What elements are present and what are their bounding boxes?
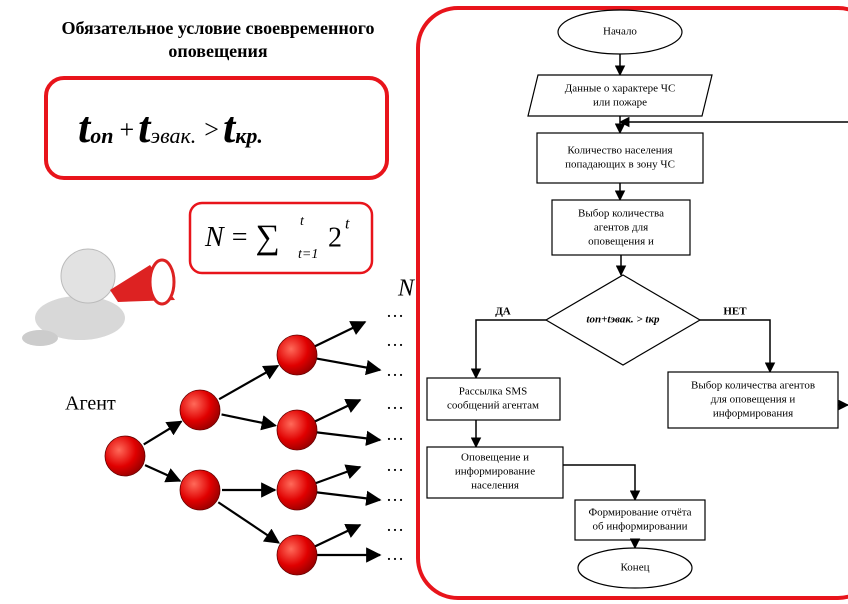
head <box>60 248 116 304</box>
process-node <box>551 199 691 256</box>
process-node <box>667 371 839 429</box>
connector <box>700 319 776 374</box>
tree-arrow <box>314 321 367 348</box>
node-text: агентов для <box>594 222 648 234</box>
node-text: Количество населения <box>567 145 672 157</box>
symbol: t <box>223 103 237 152</box>
subscript: кр. <box>235 123 263 148</box>
end-node <box>577 547 693 589</box>
title-line: оповещения <box>168 41 268 61</box>
node-text: попадающих в зону ЧС <box>565 159 675 171</box>
ellipsis: … <box>386 424 404 444</box>
tree-arrow <box>316 430 382 446</box>
tree-arrow <box>315 464 362 485</box>
subscript: оп <box>90 123 113 148</box>
process-node <box>426 446 564 499</box>
megaphone-mouth <box>148 258 176 306</box>
node-text: или пожаре <box>593 97 647 109</box>
tree-arrow <box>144 464 182 483</box>
exponent: t <box>345 216 350 233</box>
condition-formula: tоп +tэвак. >tкр. <box>78 103 263 152</box>
node-text: Данные о характере ЧС <box>565 83 676 95</box>
node-text: сообщений агентам <box>447 400 539 412</box>
tree-arrow <box>143 420 183 446</box>
decision-node <box>544 274 702 366</box>
agent-node <box>276 334 318 376</box>
operator: > <box>204 115 219 144</box>
upper-limit: t <box>300 214 305 229</box>
process-node <box>426 377 561 421</box>
agent-node <box>276 534 318 576</box>
megaphone-person <box>22 248 176 346</box>
symbol: t <box>138 103 152 152</box>
node-text: Оповещение и <box>461 452 529 464</box>
node-text: для оповещения и <box>711 394 796 406</box>
node-text: Рассылка SMS <box>459 386 527 398</box>
tree-label: N <box>397 276 416 302</box>
flowchart: Начало Данные о характере ЧС или пожаре Кол… <box>426 9 848 589</box>
tree-arrow <box>314 524 362 548</box>
sum-formula: N = ∑ <box>204 219 280 256</box>
agent-node <box>179 469 221 511</box>
node-text: Выбор количества <box>578 208 664 220</box>
title-line: Обязательное условие своевременного <box>61 18 374 38</box>
base: 2 <box>328 222 342 253</box>
branch-label: ДА <box>495 306 511 318</box>
symbol: N <box>204 222 225 253</box>
ellipsis: … <box>386 455 404 475</box>
operator: ∑ <box>255 219 279 256</box>
connector <box>470 319 546 380</box>
node-text: Формирование отчёта <box>588 507 691 519</box>
tree-arrow <box>316 490 382 506</box>
process-node <box>536 132 704 184</box>
process-node <box>574 499 706 541</box>
decision-text: tоп+tэвак. > tкр <box>586 314 660 326</box>
node-text: Выбор количества агентов <box>691 380 815 392</box>
branch-label: НЕТ <box>723 306 747 318</box>
ellipsis: … <box>386 544 404 564</box>
agent-node <box>276 469 318 511</box>
connector <box>563 464 641 502</box>
agent-label: Агент <box>65 393 116 415</box>
node-text: об информировании <box>592 521 687 533</box>
ellipsis: … <box>386 330 404 350</box>
input-node <box>527 74 713 117</box>
node-text: Конец <box>621 562 650 574</box>
ellipsis: … <box>386 393 404 413</box>
operator: = <box>232 222 248 253</box>
tree-arrow <box>217 501 281 544</box>
ellipsis: … <box>386 301 404 321</box>
tree-arrow <box>221 413 277 431</box>
node-text: информирование <box>455 466 535 478</box>
arm <box>22 330 58 346</box>
agent-tree: … … … … … … … … … <box>104 301 404 576</box>
ellipsis: … <box>386 360 404 380</box>
body <box>35 296 125 340</box>
sum-box <box>188 201 374 275</box>
node-text: оповещения и <box>588 236 654 248</box>
condition-box <box>44 76 389 180</box>
node-text: населения <box>471 480 519 492</box>
subscript: эвак. <box>150 123 196 148</box>
lower-limit: t=1 <box>298 247 318 262</box>
agent-node <box>104 435 146 477</box>
agent-node <box>276 409 318 451</box>
symbol: t <box>78 103 92 152</box>
node-text: информирования <box>713 408 793 420</box>
tree-arrow <box>218 364 280 401</box>
tree-arrow <box>316 357 382 376</box>
agent-node <box>179 389 221 431</box>
tree-arrow <box>314 399 362 423</box>
ellipsis: … <box>386 515 404 535</box>
operator: + <box>119 115 134 144</box>
node-text: Начало <box>603 26 637 38</box>
ellipsis: … <box>386 485 404 505</box>
